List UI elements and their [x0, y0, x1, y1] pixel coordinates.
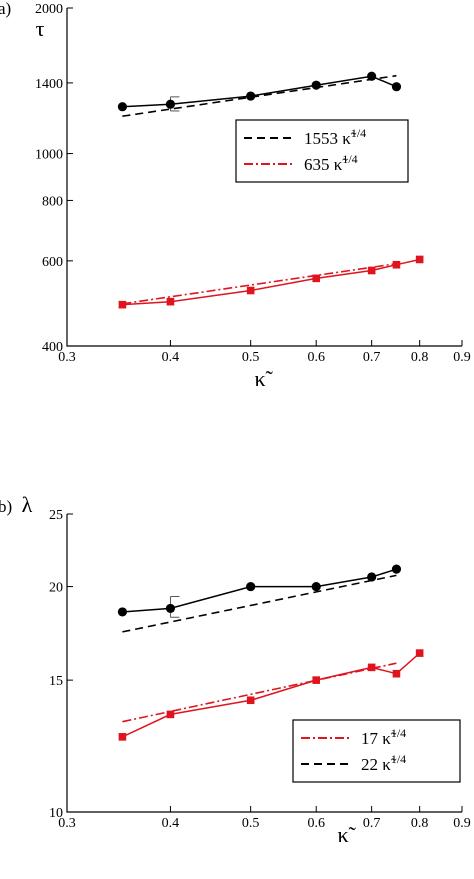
data-point	[246, 286, 255, 295]
legend-box	[235, 119, 409, 183]
x-tick-label: 0.8	[411, 816, 429, 831]
y-tick-label: 2000	[35, 2, 63, 17]
x-tick-label: 0.5	[242, 350, 260, 365]
fit-line-3	[122, 662, 397, 723]
x-tick-label: 0.5	[242, 816, 260, 831]
data-point	[118, 300, 127, 309]
legend-entry: 1553 κ̃1/4	[304, 126, 366, 148]
x-axis-label: κ̃	[337, 822, 356, 847]
panel-label: b)	[0, 497, 12, 516]
data-point	[311, 80, 321, 90]
fit-line-3	[122, 262, 397, 305]
fit-line-1	[122, 74, 397, 117]
data-point	[246, 696, 255, 705]
data-point	[118, 733, 127, 741]
fit-line-1	[122, 574, 397, 633]
data-point	[391, 82, 402, 92]
y-tick-label: 600	[42, 255, 63, 270]
x-tick-label: 0.9	[453, 816, 471, 831]
data-series-0	[122, 75, 397, 108]
y-axis-label: τ	[36, 16, 45, 41]
x-tick-label: 0.7	[363, 350, 381, 365]
x-tick-label: 0.4	[162, 816, 180, 831]
data-point	[415, 649, 424, 657]
y-tick-label: 800	[42, 194, 63, 209]
data-point	[166, 297, 175, 306]
y-tick-label: 400	[42, 340, 63, 355]
y-tick-label: 10	[49, 806, 63, 821]
x-tick-label: 0.9	[453, 350, 471, 365]
data-point	[311, 581, 321, 592]
y-tick-label: 25	[49, 508, 63, 523]
panel-label: a)	[0, 0, 11, 18]
data-point	[246, 581, 256, 592]
data-point	[367, 663, 376, 672]
data-point	[367, 266, 376, 275]
data-point	[392, 260, 401, 269]
legend-box	[292, 719, 461, 783]
x-axis-label: κ̃	[254, 366, 273, 391]
data-point	[391, 564, 402, 574]
data-point	[117, 607, 128, 617]
x-tick-label: 0.8	[411, 350, 429, 365]
data-point	[117, 102, 128, 112]
x-tick-label: 0.3	[58, 816, 76, 831]
data-point	[367, 572, 377, 582]
x-tick-label: 0.7	[363, 816, 381, 831]
x-tick-label: 0.6	[307, 816, 325, 831]
data-point	[392, 669, 401, 678]
data-point	[166, 710, 175, 719]
x-tick-label: 0.6	[307, 350, 325, 365]
data-point	[312, 274, 321, 283]
data-point	[246, 91, 256, 101]
y-tick-label: 1000	[35, 148, 63, 163]
data-point	[415, 255, 424, 264]
y-tick-label: 20	[49, 581, 63, 596]
data-point	[165, 603, 176, 614]
data-point	[165, 99, 176, 109]
x-tick-label: 0.4	[162, 350, 180, 365]
chart-panel-a: 0.3 0.4 0.5 0.6 0.7 0.8 0.9 400 600 800 1000 1400 20…	[0, 0, 471, 391]
data-series-0	[122, 568, 397, 613]
y-tick-label: 15	[49, 674, 63, 689]
data-point	[312, 676, 321, 684]
y-axis-label: λ	[22, 492, 33, 517]
y-tick-label: 1400	[35, 77, 63, 92]
x-tick-label: 0.3	[58, 350, 76, 365]
